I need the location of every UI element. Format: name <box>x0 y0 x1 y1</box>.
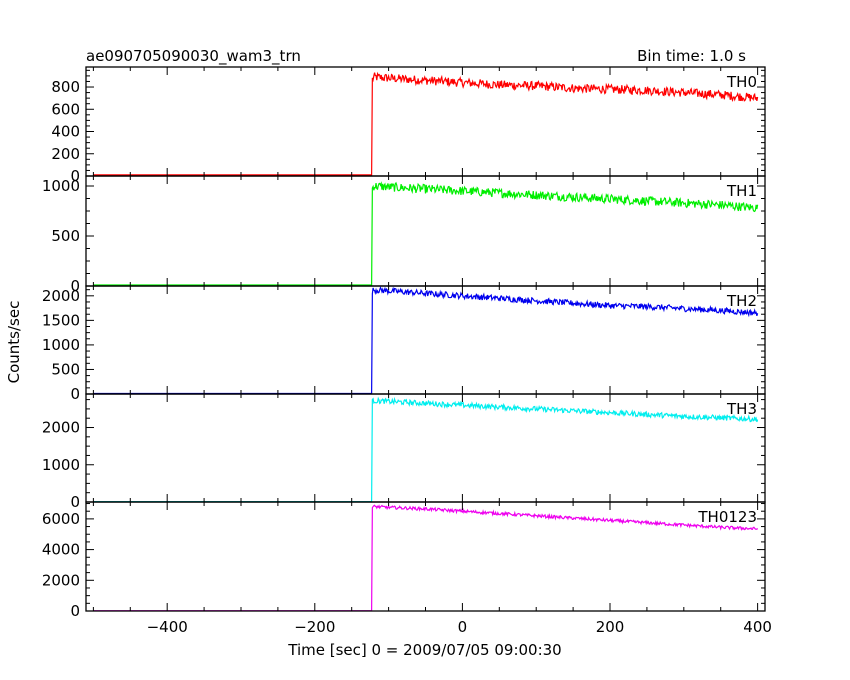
panel-frame <box>85 285 766 395</box>
y-tick-label: 800 <box>51 78 80 96</box>
x-tick-label: 0 <box>458 618 468 636</box>
y-tick-label: 0 <box>70 493 80 511</box>
chart-title: ae090705090030_wam3_trn <box>86 47 301 66</box>
y-axis-label: Counts/sec <box>5 301 23 384</box>
series-line-th2 <box>93 286 759 395</box>
x-tick-label: −400 <box>147 618 188 636</box>
panel-th0: 0 200 400 600 800 TH0 <box>51 66 766 185</box>
panel-frame <box>85 66 766 177</box>
y-tick-label: 500 <box>51 227 80 245</box>
y-tick-label: 1000 <box>42 336 80 354</box>
y-tick-label: 6000 <box>42 510 80 528</box>
series-line-th3 <box>93 396 759 503</box>
panel-th2: 0 500 1000 1500 2000 TH2 <box>42 285 766 403</box>
series-line-th0123 <box>93 504 759 612</box>
y-tick-label: 4000 <box>42 541 80 559</box>
x-tick-label: 400 <box>743 618 772 636</box>
panel-frame <box>85 501 766 612</box>
x-axis-label: Time [sec] 0 = 2009/07/05 09:00:30 <box>287 641 561 659</box>
panel-label: TH3 <box>726 400 757 418</box>
y-tick-label: 0 <box>70 167 80 185</box>
series-line-th0 <box>93 71 759 176</box>
y-tick-label: 400 <box>51 123 80 141</box>
y-tick-label: 1000 <box>42 456 80 474</box>
panel-label: TH0 <box>726 73 757 91</box>
y-tick-label: 0 <box>70 277 80 295</box>
y-tick-label: 1000 <box>42 177 80 195</box>
panel-frame <box>85 393 766 503</box>
x-tick-label: 200 <box>596 618 625 636</box>
y-tick-label: 0 <box>70 385 80 403</box>
y-tick-label: 2000 <box>42 571 80 589</box>
y-tick-label: 1500 <box>42 311 80 329</box>
y-tick-label: 2000 <box>42 419 80 437</box>
y-tick-label: 500 <box>51 360 80 378</box>
panel-th1: 0 500 1000 TH1 <box>42 175 766 295</box>
y-tick-label: 2000 <box>42 287 80 305</box>
y-tick-label: 200 <box>51 145 80 163</box>
bin-time-label: Bin time: 1.0 s <box>637 47 746 65</box>
panel-label: TH1 <box>726 182 757 200</box>
series-line-th1 <box>93 181 759 286</box>
x-tick-label: −200 <box>294 618 335 636</box>
y-tick-label: 600 <box>51 100 80 118</box>
panel-th0123: 0 2000 4000 6000 TH0123 −400 −200 0 200 400 <box>42 501 772 636</box>
panels: 0 200 400 600 800 TH0 0 500 1000 TH1 0 500 1000 1500 2… <box>42 66 772 636</box>
panel-label: TH0123 <box>697 508 757 526</box>
panel-th3: 0 1000 2000 TH3 <box>42 393 766 511</box>
y-tick-label: 0 <box>70 602 80 620</box>
panel-label: TH2 <box>726 292 757 310</box>
